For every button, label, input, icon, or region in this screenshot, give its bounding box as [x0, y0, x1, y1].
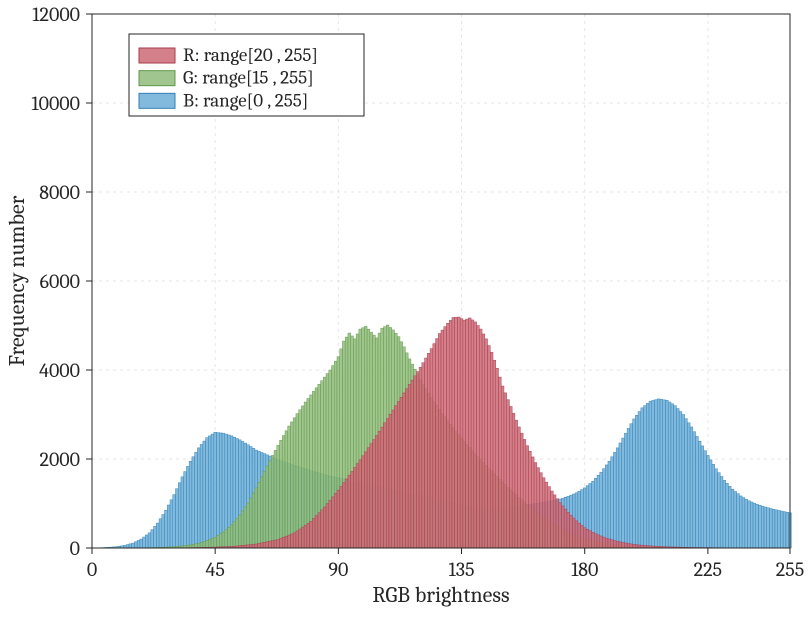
- legend-label-r: R: range[20 , 255]: [183, 44, 318, 66]
- x-axis-label: RGB brightness: [372, 582, 509, 608]
- y-axis-label: Frequency number: [4, 195, 30, 366]
- y-tick-label: 12000: [32, 3, 80, 26]
- y-tick-label: 10000: [31, 92, 80, 115]
- legend-swatch-r: [139, 48, 175, 63]
- legend-swatch-g: [139, 71, 175, 86]
- chart-container: 0 45 90 135 180 225 255 0 2000 4000 6000 8000 10000 1…: [0, 0, 808, 620]
- x-tick-label: 180: [571, 558, 598, 581]
- x-tick-label: 135: [449, 558, 475, 581]
- x-tick-label: 255: [776, 558, 804, 581]
- x-tick-label: 225: [694, 558, 722, 581]
- y-tick-label: 6000: [40, 270, 80, 293]
- y-tick-label: 8000: [39, 181, 80, 204]
- y-tick-label: 0: [70, 537, 80, 560]
- legend-swatch-b: [139, 93, 175, 108]
- legend: R: range[20 , 255]G: range[15 , 255]B: r…: [129, 34, 364, 116]
- legend-label-b: B: range[0 , 255]: [183, 89, 308, 111]
- histogram-chart: 0 45 90 135 180 225 255 0 2000 4000 6000 8000 10000 1…: [0, 0, 808, 620]
- x-tick-label: 45: [206, 558, 225, 581]
- y-tick-label: 2000: [40, 448, 80, 471]
- x-tick-label: 0: [87, 558, 97, 581]
- legend-label-g: G: range[15 , 255]: [183, 67, 314, 89]
- x-tick-label: 90: [328, 558, 348, 581]
- y-tick-label: 4000: [39, 359, 80, 382]
